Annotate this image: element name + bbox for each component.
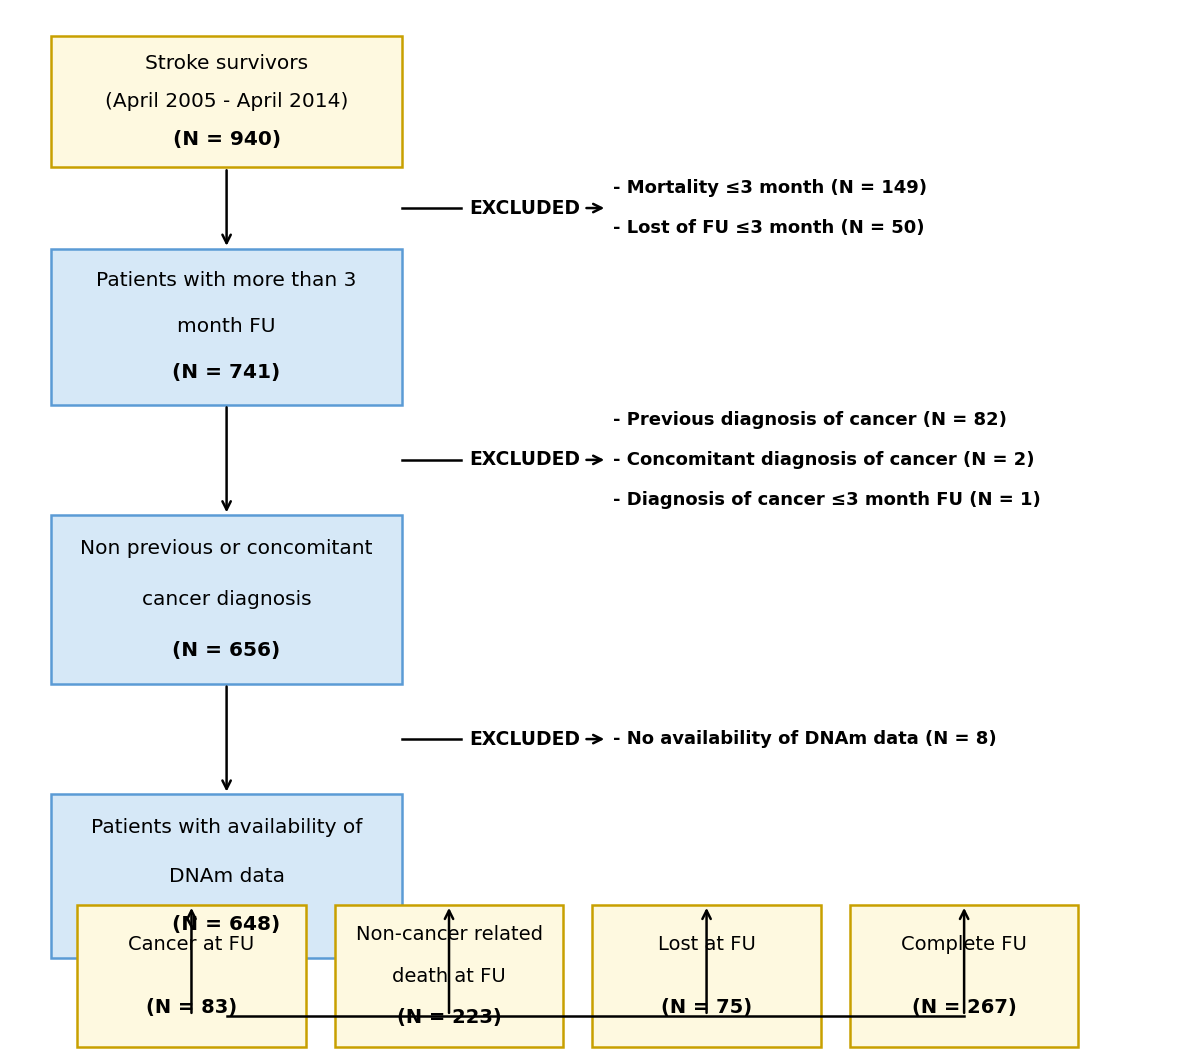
- Text: Patients with more than 3: Patients with more than 3: [97, 271, 357, 290]
- Text: Complete FU: Complete FU: [901, 936, 1027, 955]
- Text: cancer diagnosis: cancer diagnosis: [141, 590, 311, 609]
- Text: - Mortality ≤3 month (N = 149): - Mortality ≤3 month (N = 149): [613, 179, 927, 198]
- FancyBboxPatch shape: [78, 905, 305, 1047]
- FancyBboxPatch shape: [850, 905, 1079, 1047]
- FancyBboxPatch shape: [51, 515, 402, 684]
- FancyBboxPatch shape: [51, 794, 402, 958]
- Text: Cancer at FU: Cancer at FU: [129, 936, 255, 955]
- FancyBboxPatch shape: [51, 249, 402, 405]
- Text: (N = 75): (N = 75): [661, 998, 752, 1017]
- FancyBboxPatch shape: [335, 905, 564, 1047]
- FancyBboxPatch shape: [51, 36, 402, 168]
- Text: (April 2005 - April 2014): (April 2005 - April 2014): [105, 92, 348, 112]
- Text: (N = 83): (N = 83): [146, 998, 237, 1017]
- Text: EXCLUDED: EXCLUDED: [469, 199, 580, 218]
- Text: - Concomitant diagnosis of cancer (N = 2): - Concomitant diagnosis of cancer (N = 2…: [613, 451, 1034, 469]
- Text: Lost at FU: Lost at FU: [658, 936, 756, 955]
- Text: DNAm data: DNAm data: [169, 867, 284, 886]
- Text: Non previous or concomitant: Non previous or concomitant: [80, 539, 373, 559]
- Text: Non-cancer related: Non-cancer related: [356, 925, 542, 944]
- Text: (N = 267): (N = 267): [911, 998, 1016, 1017]
- Text: (N = 940): (N = 940): [172, 131, 281, 150]
- FancyBboxPatch shape: [592, 905, 821, 1047]
- Text: (N = 741): (N = 741): [172, 363, 281, 382]
- Text: Patients with availability of: Patients with availability of: [91, 818, 362, 837]
- Text: (N = 656): (N = 656): [172, 640, 281, 660]
- Text: - No availability of DNAm data (N = 8): - No availability of DNAm data (N = 8): [613, 730, 996, 748]
- Text: death at FU: death at FU: [393, 966, 506, 986]
- Text: (N = 223): (N = 223): [396, 1009, 501, 1027]
- Text: EXCLUDED: EXCLUDED: [469, 730, 580, 749]
- Text: month FU: month FU: [177, 318, 276, 336]
- Text: - Lost of FU ≤3 month (N = 50): - Lost of FU ≤3 month (N = 50): [613, 219, 924, 237]
- Text: EXCLUDED: EXCLUDED: [469, 450, 580, 469]
- Text: (N = 648): (N = 648): [172, 915, 281, 935]
- Text: - Previous diagnosis of cancer (N = 82): - Previous diagnosis of cancer (N = 82): [613, 411, 1007, 429]
- Text: - Diagnosis of cancer ≤3 month FU (N = 1): - Diagnosis of cancer ≤3 month FU (N = 1…: [613, 491, 1041, 509]
- Text: Stroke survivors: Stroke survivors: [145, 54, 308, 73]
